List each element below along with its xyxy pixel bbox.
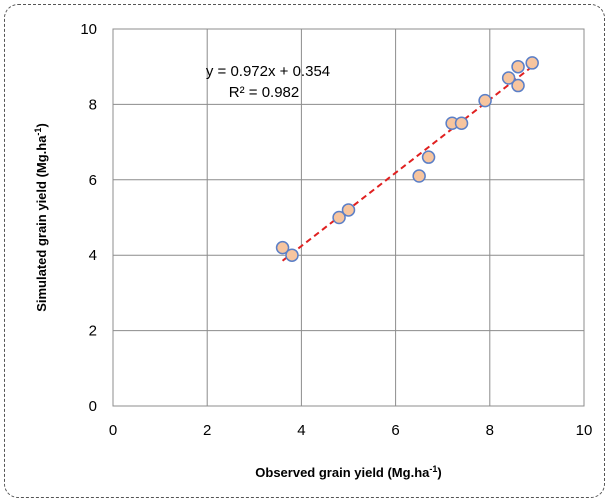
y-axis-label: Simulated grain yield (Mg.ha-1) <box>33 123 49 312</box>
x-axis-label-sup: -1 <box>429 464 437 474</box>
x-axis-label-text: Observed grain yield (Mg.ha <box>255 465 430 480</box>
x-tick-label: 10 <box>576 422 593 439</box>
x-tick-label: 6 <box>391 422 399 439</box>
data-point <box>275 240 290 255</box>
x-tick-label: 0 <box>109 422 117 439</box>
y-tick-label: 8 <box>89 96 97 113</box>
y-tick-label: 0 <box>89 398 97 415</box>
data-point <box>454 116 469 130</box>
x-tick-labels: 0 2 4 6 8 10 <box>109 422 593 439</box>
data-point <box>525 56 539 70</box>
data-point <box>285 248 299 262</box>
x-tick-label: 8 <box>486 422 494 439</box>
data-point <box>412 169 426 183</box>
data-point <box>332 210 346 225</box>
y-tick-labels: 0 2 4 6 8 10 <box>80 21 97 415</box>
y-tick-label: 4 <box>89 247 97 264</box>
chart-frame <box>4 4 605 498</box>
r-squared-label: R² = 0.982 <box>229 84 299 101</box>
x-tick-label: 4 <box>297 422 305 439</box>
x-axis-label-end: ) <box>437 465 441 480</box>
y-axis-label-text: Simulated grain yield (Mg.ha <box>34 135 49 312</box>
y-tick-label: 10 <box>80 21 97 38</box>
data-point <box>511 59 525 74</box>
plot-area <box>112 28 585 407</box>
data-point <box>341 203 356 217</box>
trendline-equation: y = 0.972x + 0.354 <box>206 63 330 80</box>
y-tick-label: 2 <box>89 323 97 340</box>
data-points <box>275 56 539 262</box>
y-axis-label-end: ) <box>34 123 49 127</box>
y-tick-label: 6 <box>89 172 97 189</box>
data-point <box>421 150 436 164</box>
x-tick-label: 2 <box>203 422 211 439</box>
data-point <box>511 78 525 93</box>
data-point <box>478 93 492 108</box>
y-axis-label-sup: -1 <box>33 128 43 136</box>
trendline <box>281 65 533 262</box>
data-point <box>501 71 516 85</box>
x-axis-label: Observed grain yield (Mg.ha-1) <box>255 464 441 480</box>
